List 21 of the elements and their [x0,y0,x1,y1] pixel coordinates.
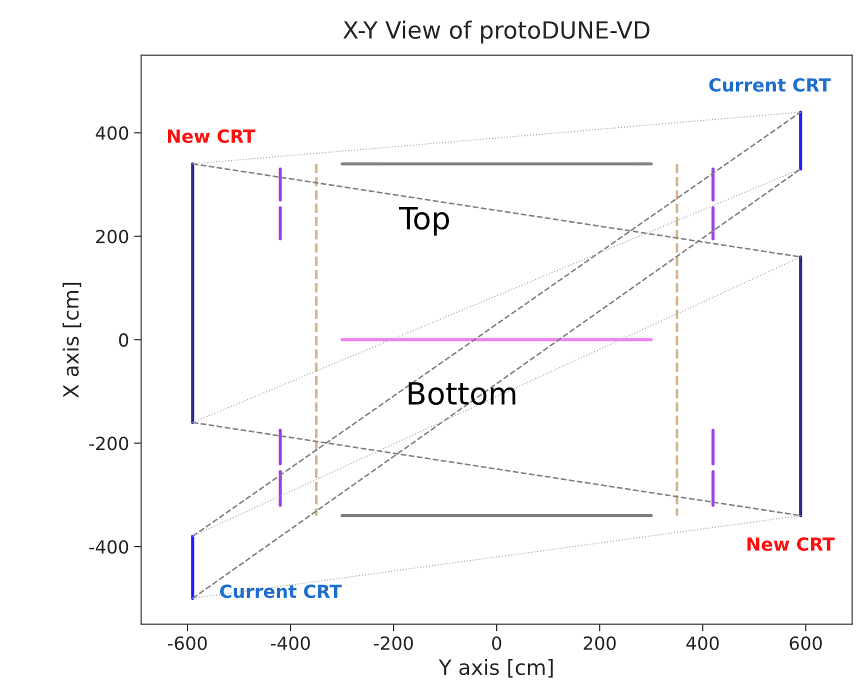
x-tick-label: -600 [168,636,207,650]
annotation: Top [398,206,449,236]
annotation: New CRT [747,537,835,551]
y-axis-title: X axis [cm] [62,282,82,398]
annotation: New CRT [168,129,256,143]
x-tick-label: -400 [270,636,310,650]
y-tick-label: 400 [96,126,128,140]
x-tick-label: 0 [492,636,502,650]
x-tick-label: 200 [584,636,616,650]
x-tick-label: 400 [686,636,719,650]
x-tick-label: 600 [790,636,822,650]
x-axis-title: Y axis [cm] [438,659,553,678]
y-tick-label: -400 [89,540,128,554]
y-tick-label: 0 [119,333,128,347]
annotation: Current CRT [709,78,831,92]
annotation: Current CRT [220,584,342,598]
chart-title: X-Y View of protoDUNE-VD [343,20,650,44]
annotation: Bottom [408,382,516,405]
y-tick-label: 200 [96,230,128,244]
x-tick-label: -200 [374,636,413,650]
y-tick-label: -200 [89,436,128,450]
